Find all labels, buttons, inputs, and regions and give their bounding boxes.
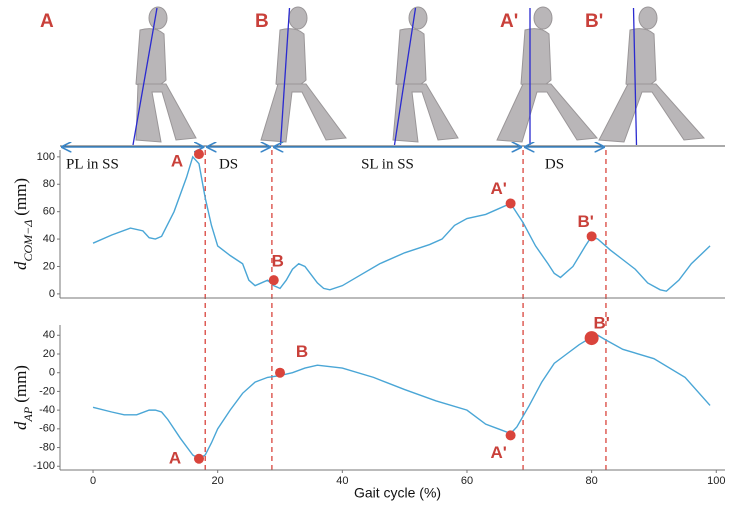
key-point [268,275,279,286]
y-tick-label: 20 [43,260,55,272]
key-point-label: A [171,152,183,171]
legs [260,83,347,143]
key-point [193,453,204,464]
legs [392,83,459,143]
pose-label: A [40,11,54,32]
body-axis [632,7,638,146]
y-tick-label: 0 [49,288,55,300]
key-point-label: A' [490,443,506,462]
torso [275,28,307,88]
body-axis [279,7,291,146]
key-point [275,367,286,378]
y-tick-label: -40 [39,404,55,416]
y-axis-label-part: (mm) [11,365,30,403]
y-axis-label-part: (mm) [11,178,30,216]
data-line [92,155,711,292]
y-axis-label-part: AP [21,406,35,422]
key-point [586,231,597,242]
y-axis-label: dCOM−Δ (mm) [11,178,35,270]
data-line [92,334,711,460]
silhouette [132,6,197,146]
body-axis [393,7,417,146]
phase-label: DS [545,156,564,172]
key-point [193,149,204,160]
pose-label: A' [500,11,518,32]
phase-label: SL in SS [361,156,414,172]
head [638,6,658,30]
key-point [505,198,516,209]
y-tick-label: -60 [39,423,55,435]
silhouette [598,6,706,146]
head [533,6,553,30]
legs [135,83,197,143]
torso [625,28,657,88]
torso [135,28,167,88]
x-tick-label: 0 [90,475,96,487]
legs [598,83,706,143]
key-point [584,331,599,346]
y-tick-label: 20 [43,348,55,360]
x-axis-label: Gait cycle (%) [354,485,441,501]
key-point-label: B [272,252,284,271]
y-tick-label: 40 [43,233,55,245]
y-axis-label-part: d [11,261,30,270]
key-point-label: B' [577,212,593,231]
y-tick-label: 80 [43,178,55,190]
key-point-label: A' [490,179,506,198]
body-axis [132,7,158,146]
pose-label: B [255,11,269,32]
silhouette [392,6,459,146]
phase-label: DS [219,156,238,172]
y-tick-label: -20 [39,385,55,397]
x-tick-label: 60 [461,475,473,487]
phase-label: PL in SS [66,156,119,172]
x-tick-label: 80 [586,475,598,487]
torso [520,28,552,88]
y-tick-label: 100 [37,151,55,163]
y-axis-label-part: d [11,421,30,430]
y-tick-label: 40 [43,329,55,341]
silhouette [496,6,598,145]
legs [496,83,598,143]
head [148,6,168,30]
key-point-label: B [296,342,308,361]
silhouette [260,6,347,146]
key-point-label: A [169,448,181,467]
y-axis-label-part: COM−Δ [21,220,35,262]
key-point [505,430,516,441]
key-point-label: B' [593,314,609,333]
y-tick-label: -100 [33,460,55,472]
y-axis-label: dAP (mm) [11,365,35,430]
y-tick-label: 0 [49,367,55,379]
y-tick-label: -80 [39,441,55,453]
pose-illustrations [132,6,706,146]
x-tick-label: 40 [336,475,348,487]
y-tick-label: 60 [43,206,55,218]
x-tick-label: 100 [707,475,725,487]
pose-label: B' [585,11,603,32]
x-tick-label: 20 [212,475,224,487]
head [288,6,308,30]
head [408,6,428,30]
